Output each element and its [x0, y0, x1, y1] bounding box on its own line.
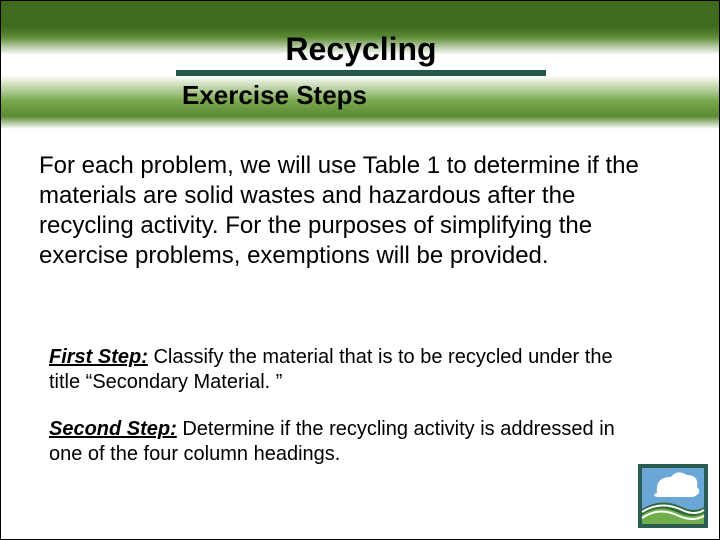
step-label: First Step:	[49, 346, 148, 368]
step-item: First Step: Classify the material that i…	[49, 345, 649, 395]
body-paragraph: For each problem, we will use Table 1 to…	[39, 151, 659, 271]
environmental-agency-logo-icon	[637, 463, 709, 529]
step-item: Second Step: Determine if the recycling …	[49, 417, 649, 467]
page-title: Recycling	[176, 31, 546, 70]
step-label: Second Step:	[49, 418, 177, 440]
steps-list: First Step: Classify the material that i…	[49, 345, 649, 489]
title-block: Recycling Exercise Steps	[176, 31, 546, 111]
page-subtitle: Exercise Steps	[176, 76, 546, 111]
